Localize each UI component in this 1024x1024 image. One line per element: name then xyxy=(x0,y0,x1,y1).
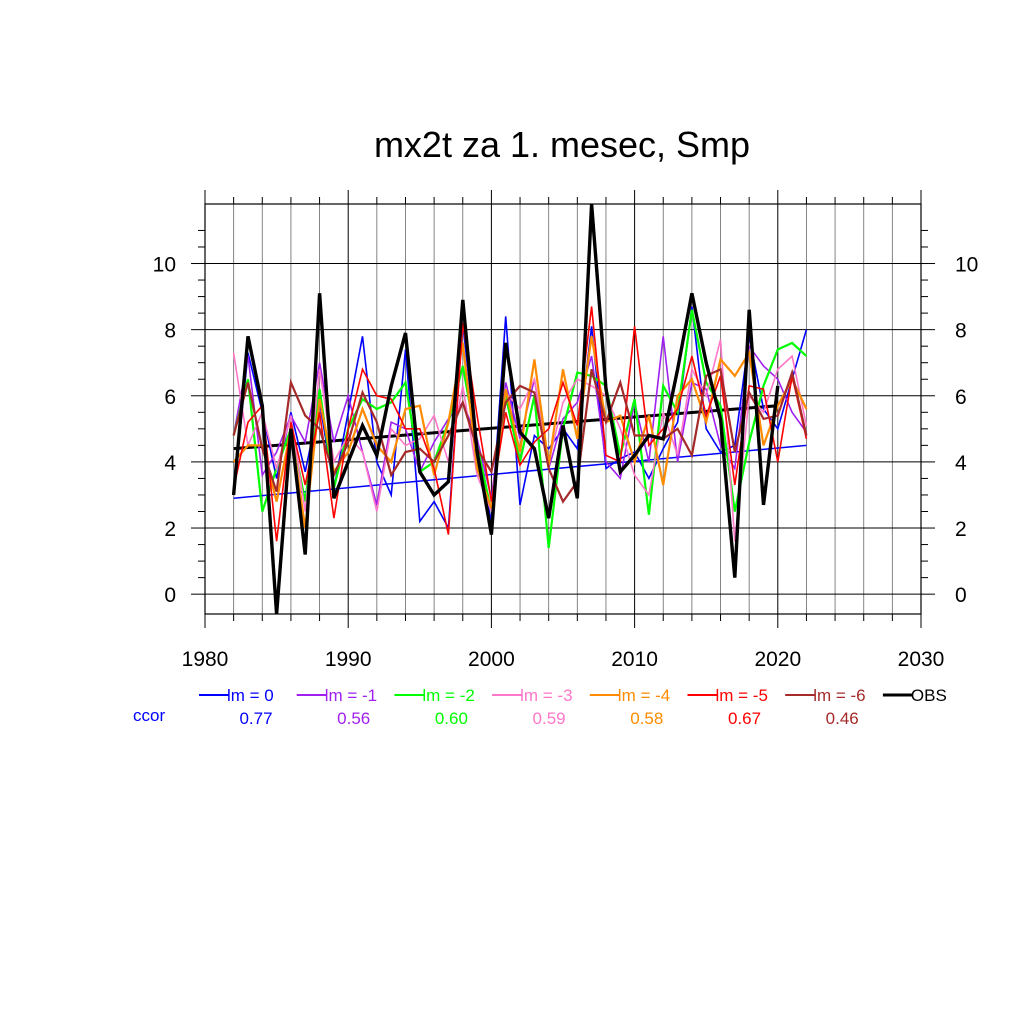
y-tick-label-right: 10 xyxy=(955,254,978,277)
x-tick-label: 2030 xyxy=(898,648,945,671)
series-line xyxy=(232,306,808,542)
y-tick-label-left: 10 xyxy=(153,254,176,277)
legend-label: OBS xyxy=(911,686,947,705)
y-tick-label-right: 0 xyxy=(955,584,967,607)
y-tick-label-left: 2 xyxy=(164,518,176,541)
y-tick-label-right: 4 xyxy=(955,452,967,475)
y-tick-label-left: 8 xyxy=(164,320,176,343)
legend-label: lm = -1 xyxy=(325,686,377,705)
corr-label: ccor xyxy=(133,706,165,725)
legend-corr-value: 0.60 xyxy=(435,709,468,728)
x-tick-label: 2000 xyxy=(468,648,515,671)
y-tick-label-right: 6 xyxy=(955,386,967,409)
legend-corr-value: 0.59 xyxy=(533,709,566,728)
legend-corr-value: 0.58 xyxy=(630,709,663,728)
x-tick-label: 2020 xyxy=(754,648,801,671)
axis-ticks: 1980 1990 2000 2010 2020 2030 0 0 2 2 4 4 6 6 8 8 10 10 xyxy=(153,190,978,671)
x-tick-label: 1980 xyxy=(182,648,229,671)
y-tick-label-right: 8 xyxy=(955,320,967,343)
legend-corr-value: 0.67 xyxy=(728,709,761,728)
legend-label: lm = -6 xyxy=(813,686,865,705)
chart-title: mx2t za 1. mesec, Smp xyxy=(374,124,750,165)
legend-corr-value: 0.46 xyxy=(826,709,859,728)
y-tick-label-right: 2 xyxy=(955,518,967,541)
y-tick-label-left: 6 xyxy=(164,386,176,409)
legend-label: lm = -3 xyxy=(520,686,572,705)
legend-label: lm = -5 xyxy=(716,686,768,705)
x-tick-label: 2010 xyxy=(611,648,658,671)
legend-corr-value: 0.77 xyxy=(239,709,272,728)
legend-label: lm = 0 xyxy=(227,686,274,705)
legend: ccor lm = 0 0.77 lm = -1 0.56 lm = -2 0.60 lm =… xyxy=(133,686,947,728)
series-layer xyxy=(231,203,808,615)
y-tick-label-left: 0 xyxy=(164,584,176,607)
legend-corr-value: 0.56 xyxy=(337,709,370,728)
series-line xyxy=(231,203,780,615)
plot-frame xyxy=(204,203,922,615)
series-line xyxy=(232,309,808,549)
series-line xyxy=(232,367,808,504)
x-tick-label: 1990 xyxy=(325,648,372,671)
legend-label: lm = -4 xyxy=(618,686,670,705)
trend-line xyxy=(233,444,807,500)
legend-label: lm = -2 xyxy=(422,686,474,705)
y-tick-label-left: 4 xyxy=(164,452,176,475)
